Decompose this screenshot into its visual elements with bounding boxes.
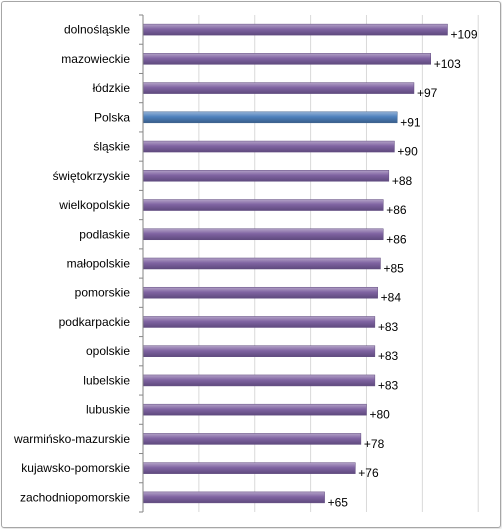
bar (142, 140, 395, 153)
category-label: lubuskie (86, 403, 130, 417)
category-label: podlaskie (79, 227, 130, 241)
value-label: +76 (358, 466, 379, 480)
category-label: wielkopolskie (58, 198, 130, 212)
value-label: +84 (381, 291, 402, 305)
category-label: lubelskie (83, 373, 130, 387)
value-label: +97 (417, 86, 438, 100)
category-label: opolskie (86, 344, 130, 358)
category-label: mazowieckie (61, 52, 130, 66)
value-label: +78 (364, 437, 385, 451)
bar (142, 403, 367, 416)
bar (142, 433, 362, 445)
category-label: zachodniopomorskie (20, 490, 130, 504)
value-label: +80 (369, 408, 390, 422)
value-label: +86 (386, 232, 407, 246)
category-label: małopolskie (67, 257, 131, 271)
category-label: pomorskie (75, 286, 131, 300)
value-label: +88 (392, 174, 413, 188)
value-label: +109 (450, 28, 477, 42)
bar (142, 345, 376, 357)
bar (142, 491, 325, 504)
category-label: podkarpackie (59, 315, 131, 329)
value-label: +83 (378, 378, 399, 392)
value-label: +91 (400, 115, 421, 129)
bar (142, 286, 378, 299)
value-label: +90 (397, 145, 418, 159)
grid-lines (198, 15, 479, 512)
bar (142, 82, 415, 94)
category-axis (139, 14, 144, 513)
bar (142, 228, 384, 241)
category-label: śląskie (93, 140, 130, 154)
bar (142, 23, 448, 36)
bar (142, 374, 376, 387)
bar (142, 462, 356, 474)
value-label: +103 (434, 57, 461, 71)
category-label: warmińsko-mazurskie (13, 432, 130, 446)
labels: dolnośląskle +109 mazowieckie +103 łódzkie +9… (13, 23, 478, 510)
category-label: świętokrzyskie (53, 169, 131, 183)
bar (142, 199, 384, 211)
category-label: łódzkie (93, 81, 131, 95)
bar-highlight (142, 111, 398, 124)
value-label: +86 (386, 203, 407, 217)
value-label: +65 (328, 495, 349, 509)
value-label: +83 (378, 349, 399, 363)
bar (142, 257, 381, 270)
value-label: +83 (378, 320, 399, 334)
category-label: kujawsko-pomorskie (21, 461, 130, 475)
bar (142, 170, 390, 182)
bar (142, 53, 431, 65)
value-label: +85 (383, 262, 404, 276)
bar (142, 316, 376, 328)
category-label: Polska (94, 110, 130, 124)
category-label: dolnośląskle (64, 23, 130, 37)
